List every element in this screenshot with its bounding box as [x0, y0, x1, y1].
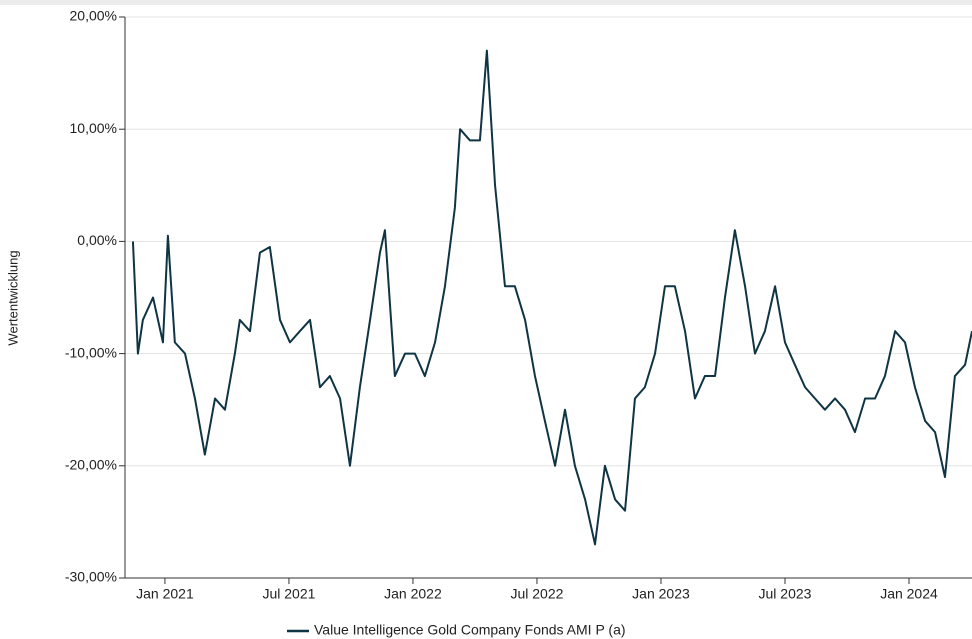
x-tick-label: Jan 2023	[632, 586, 690, 602]
y-axis-label: Wertentwicklung	[5, 250, 20, 345]
legend-label: Value Intelligence Gold Company Fonds AM…	[314, 622, 626, 638]
y-tick-label: -20,00%	[65, 457, 117, 473]
y-tick-label: 0,00%	[77, 232, 117, 248]
x-tick-label: Jan 2024	[880, 586, 938, 602]
series-line	[131, 49, 972, 546]
x-tick-label: Jul 2022	[510, 586, 563, 602]
y-tick-label: -30,00%	[65, 569, 117, 585]
x-tick-label: Jul 2023	[759, 586, 812, 602]
y-tick-label: -10,00%	[65, 344, 117, 360]
top-bar	[0, 0, 972, 5]
x-tick-label: Jan 2022	[384, 586, 442, 602]
y-tick-label: 10,00%	[70, 120, 117, 136]
x-tick-label: Jul 2021	[262, 586, 315, 602]
y-tick-label: 20,00%	[70, 8, 117, 24]
x-tick-label: Jan 2021	[136, 586, 194, 602]
